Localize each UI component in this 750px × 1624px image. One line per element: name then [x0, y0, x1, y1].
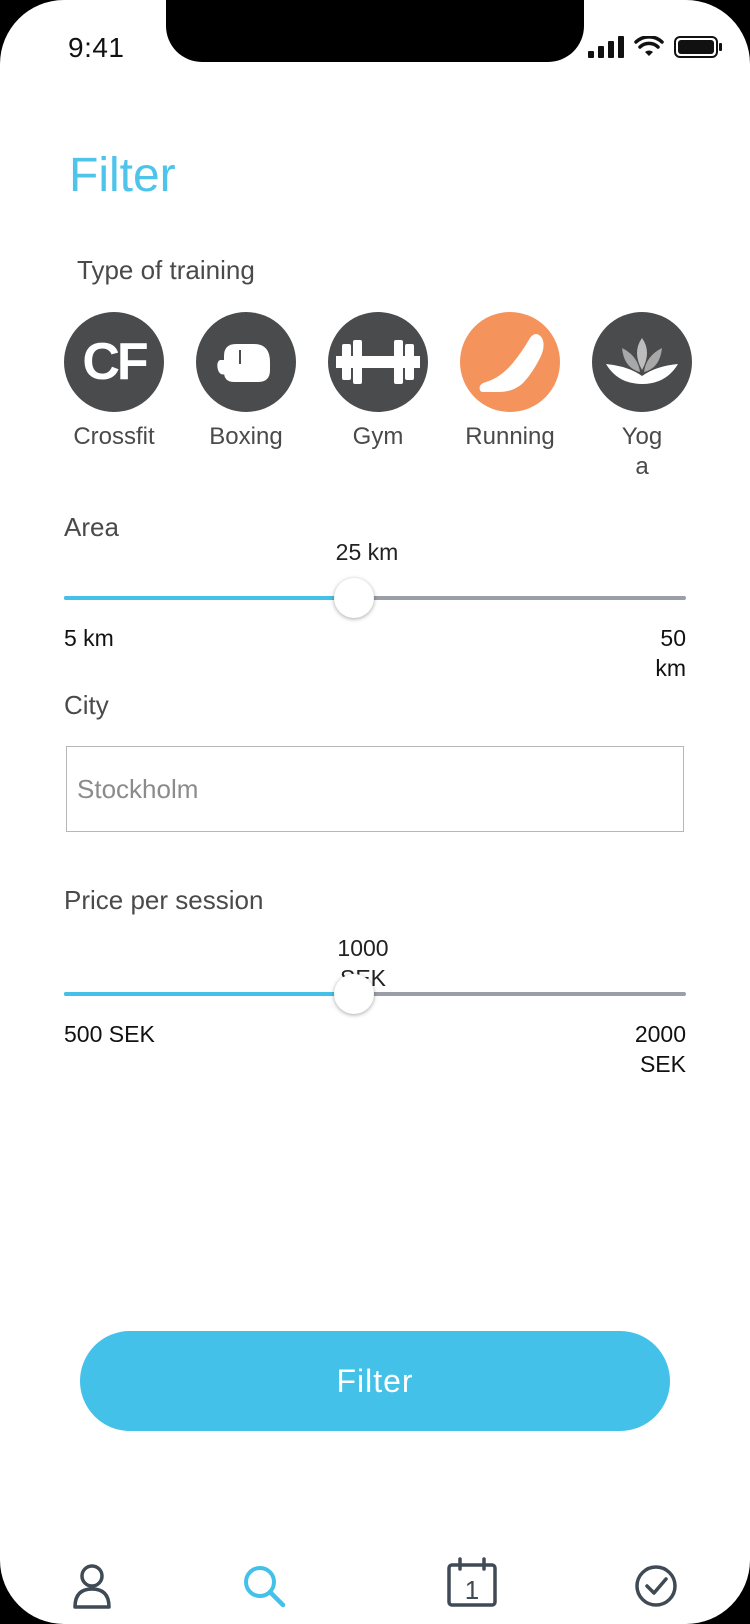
- training-type-boxing[interactable]: Boxing: [186, 312, 306, 482]
- price-label: Price per session: [64, 885, 264, 915]
- training-type-gym[interactable]: Gym: [318, 312, 438, 482]
- status-time: 9:41: [68, 32, 125, 63]
- tab-calendar[interactable]: 1: [446, 1556, 498, 1608]
- search-icon: [244, 1566, 286, 1608]
- type-label: Boxing: [209, 423, 283, 450]
- type-label: Yoga: [621, 423, 663, 480]
- area-value: 25 km: [335, 539, 399, 565]
- training-type-crossfit[interactable]: CF Crossfit: [54, 312, 174, 482]
- slider-fill: [64, 992, 354, 996]
- slider-thumb[interactable]: [333, 578, 374, 618]
- check-circle-icon: [635, 1565, 677, 1607]
- type-label: Crossfit: [73, 423, 155, 450]
- city-input[interactable]: [66, 746, 684, 832]
- signal-icon: [588, 36, 624, 58]
- user-icon: [73, 1564, 111, 1609]
- page-title: Filter: [69, 149, 176, 202]
- boxing-glove-icon: [217, 344, 270, 382]
- dumbbell-icon: [336, 340, 420, 384]
- tab-search[interactable]: [238, 1560, 290, 1612]
- tab-done[interactable]: [630, 1560, 682, 1612]
- training-type-yoga[interactable]: Yoga: [582, 312, 702, 482]
- battery-icon: [674, 36, 722, 58]
- type-circle: [592, 312, 692, 412]
- notch: [166, 0, 584, 62]
- calendar-icon: 1: [447, 1557, 497, 1607]
- lotus-icon: [606, 338, 678, 384]
- slider-track: [64, 992, 686, 996]
- area-min: 5 km: [64, 625, 114, 651]
- type-circle: [460, 312, 560, 412]
- city-label: City: [64, 690, 109, 720]
- svg-text:CF: CF: [82, 333, 147, 391]
- area-slider[interactable]: [64, 578, 686, 618]
- type-label: Running: [465, 423, 555, 450]
- type-circle: [196, 312, 296, 412]
- area-max: 50 km: [655, 625, 686, 681]
- training-type-running[interactable]: Running: [450, 312, 570, 482]
- filter-button[interactable]: Filter: [80, 1331, 670, 1431]
- cf-icon: CF: [82, 333, 150, 391]
- training-type-list: CF Crossfit Boxing: [54, 312, 702, 482]
- training-type-label: Type of training: [77, 255, 255, 285]
- calendar-badge: 1: [465, 1575, 479, 1605]
- area-label: Area: [64, 512, 119, 542]
- slider-thumb[interactable]: [333, 974, 374, 1014]
- tab-profile[interactable]: [66, 1560, 118, 1612]
- price-min: 500 SEK: [64, 1021, 155, 1047]
- tab-bar: 1: [0, 1557, 750, 1624]
- type-circle: [328, 312, 428, 412]
- shoe-icon: [479, 334, 544, 392]
- wifi-icon: [634, 36, 664, 56]
- type-circle: CF: [64, 312, 164, 412]
- type-label: Gym: [352, 423, 404, 450]
- slider-fill: [64, 596, 354, 600]
- slider-track: [64, 596, 686, 600]
- price-slider[interactable]: [64, 974, 686, 1014]
- price-max: 2000 SEK: [634, 1021, 686, 1077]
- status-icons: [588, 32, 722, 62]
